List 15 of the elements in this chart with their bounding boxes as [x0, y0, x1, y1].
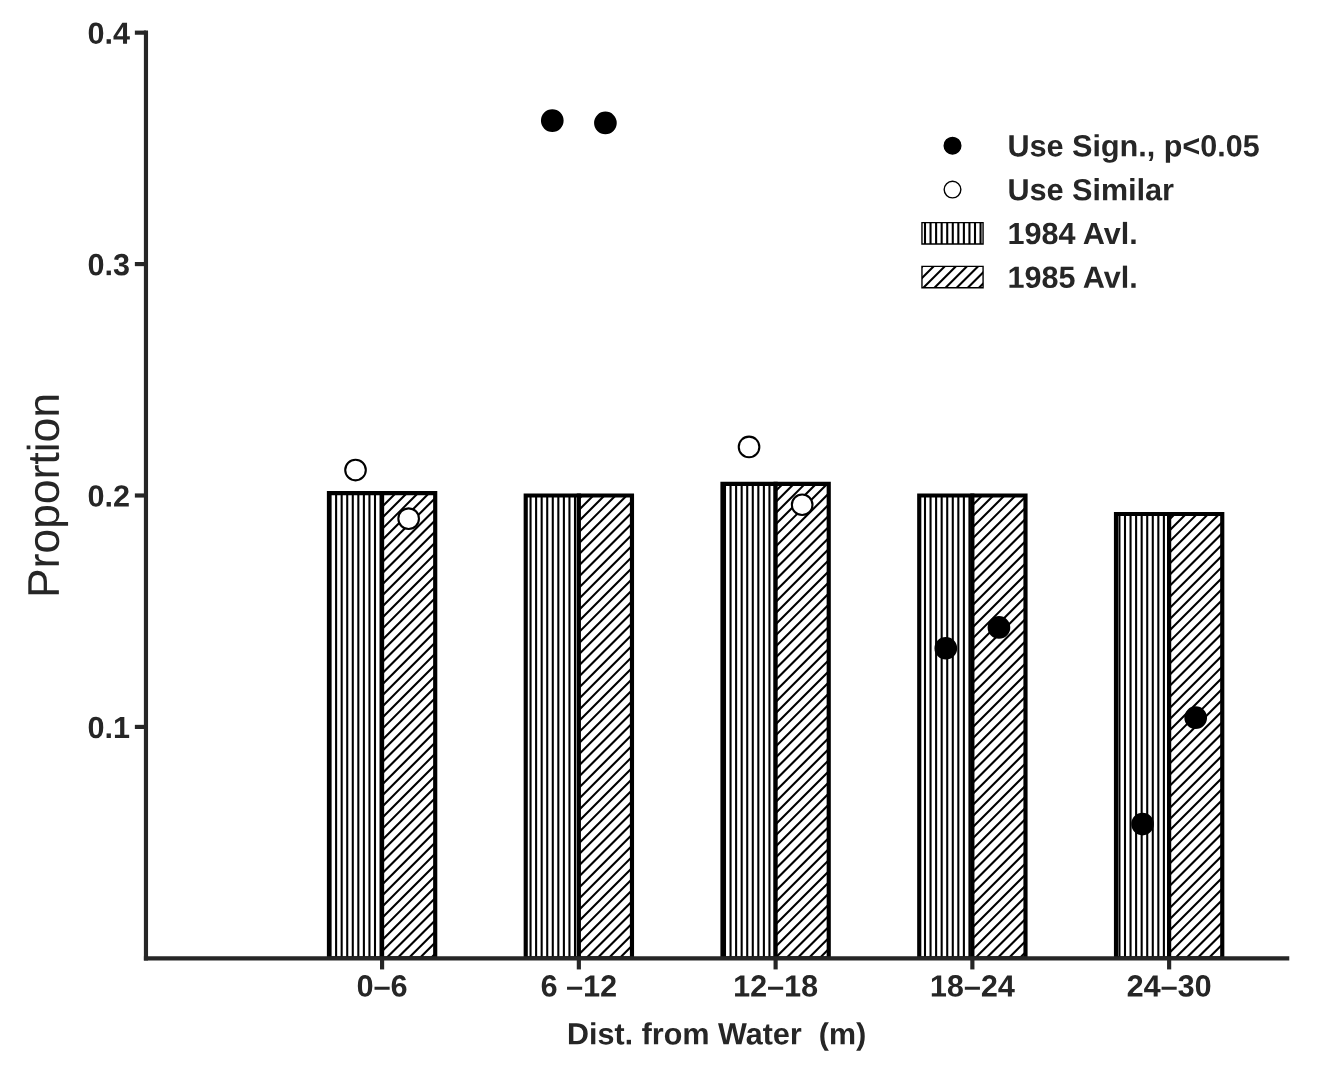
x-tick-label: 0–6 — [357, 975, 407, 997]
y-tick-label: 0.3 — [88, 253, 129, 276]
x-tick-label: 18–24 — [931, 975, 1015, 997]
x-tick-label: 24–30 — [1127, 975, 1211, 997]
x-tick-label: 6 –12 — [541, 975, 616, 997]
x-tick-label: 12–18 — [735, 975, 818, 997]
legend-label: 1984 Avl. — [1009, 221, 1136, 245]
y-tick-label: 0.4 — [88, 22, 130, 45]
legend-label: Use Similar — [1009, 178, 1174, 201]
y-axis-title: Proportion — [26, 395, 69, 595]
legend-label: Use Sign., p<0.05 — [1009, 134, 1259, 163]
legend-label: 1985 Avl. — [1009, 265, 1136, 289]
y-tick-label: 0.1 — [88, 716, 130, 739]
y-tick-label: 0.2 — [88, 485, 129, 507]
x-axis-title: Dist. from Water (m) — [568, 1022, 865, 1051]
